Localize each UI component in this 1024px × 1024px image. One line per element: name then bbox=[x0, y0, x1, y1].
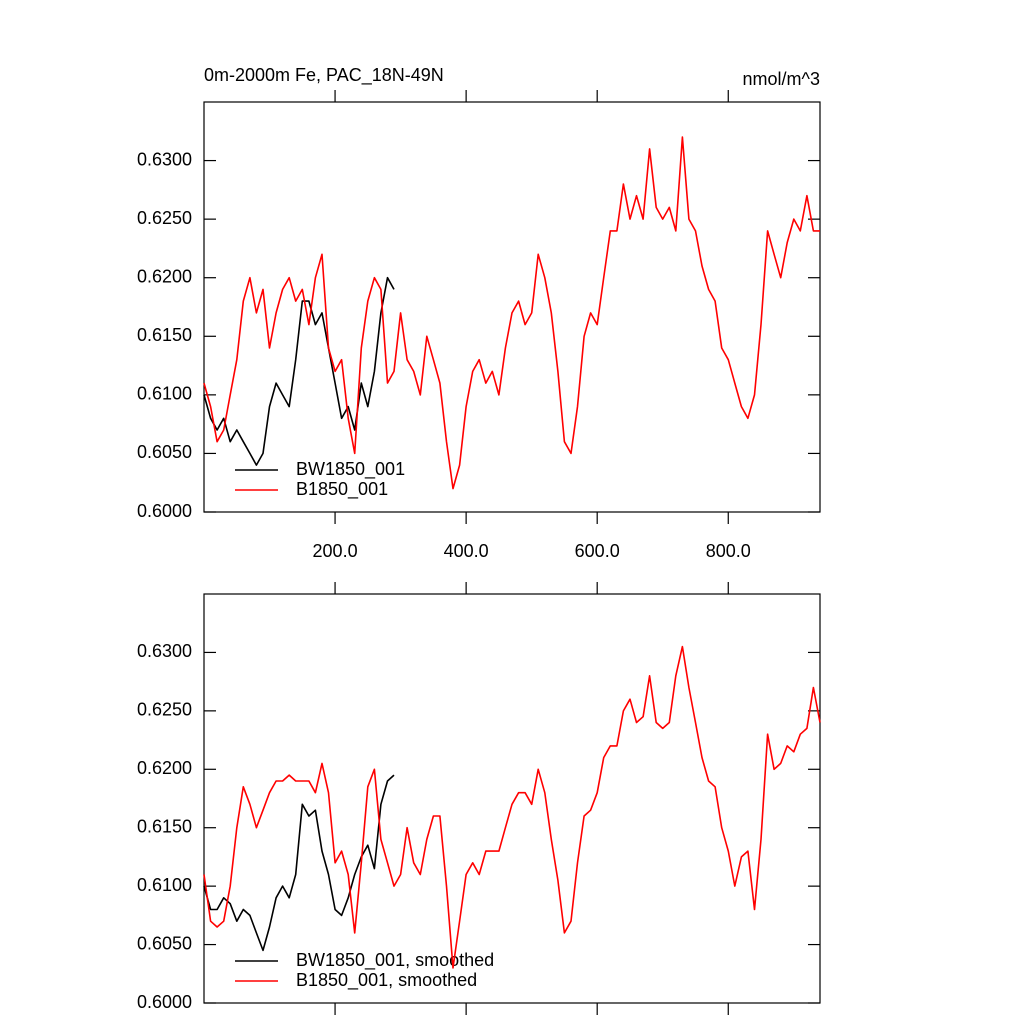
y-tick-label: 0.6150 bbox=[137, 325, 192, 345]
y-tick-label: 0.6050 bbox=[137, 442, 192, 462]
data-line bbox=[203, 136, 820, 490]
x-tick-label: 600.0 bbox=[575, 541, 620, 561]
y-tick-label: 0.6000 bbox=[137, 501, 192, 521]
units-label: nmol/m^3 bbox=[743, 69, 820, 89]
y-tick-label: 0.6250 bbox=[137, 208, 192, 228]
legend-label: BW1850_001 bbox=[296, 459, 405, 480]
y-tick-label: 0.6150 bbox=[137, 816, 192, 836]
data-line bbox=[203, 645, 821, 969]
y-tick-label: 0.6050 bbox=[137, 933, 192, 953]
plot-frame bbox=[203, 101, 821, 513]
y-tick-label: 0.6000 bbox=[137, 992, 192, 1012]
x-tick-label: 400.0 bbox=[444, 541, 489, 561]
y-tick-label: 0.6300 bbox=[137, 149, 192, 169]
legend-label: BW1850_001, smoothed bbox=[296, 950, 494, 971]
y-tick-label: 0.6200 bbox=[137, 266, 192, 286]
x-tick-label: 800.0 bbox=[706, 541, 751, 561]
legend-label: B1850_001 bbox=[296, 479, 388, 500]
x-tick-label: 200.0 bbox=[313, 541, 358, 561]
chart-title: 0m-2000m Fe, PAC_18N-49N bbox=[204, 65, 444, 86]
legend-label: B1850_001, smoothed bbox=[296, 970, 477, 991]
plot-frame bbox=[203, 593, 821, 1004]
data-line bbox=[203, 276, 395, 466]
y-tick-label: 0.6250 bbox=[137, 700, 192, 720]
y-tick-label: 0.6200 bbox=[137, 758, 192, 778]
y-tick-label: 0.6100 bbox=[137, 875, 192, 895]
y-tick-label: 0.6300 bbox=[137, 641, 192, 661]
y-tick-label: 0.6100 bbox=[137, 384, 192, 404]
